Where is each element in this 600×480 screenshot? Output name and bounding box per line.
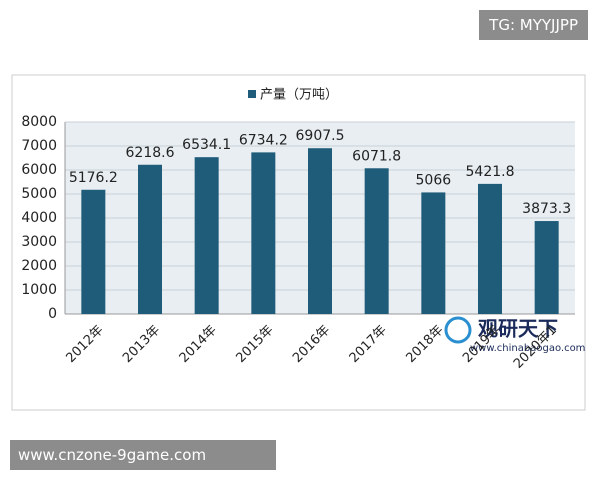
bar xyxy=(364,168,389,314)
data-label: 6907.5 xyxy=(296,128,345,144)
y-tick-label: 0 xyxy=(48,306,57,322)
logo-name: 观研天下 xyxy=(478,317,558,341)
legend-label: 产量（万吨） xyxy=(260,88,338,103)
bar xyxy=(478,183,502,314)
data-label: 6218.6 xyxy=(126,145,175,161)
logo-icon xyxy=(444,316,472,344)
y-tick-label: 7000 xyxy=(21,138,57,154)
legend-swatch xyxy=(248,90,256,98)
y-tick-label: 2000 xyxy=(21,258,57,274)
url-badge: www.cnzone-9game.com xyxy=(10,440,276,470)
data-label: 6071.8 xyxy=(352,148,401,164)
bar xyxy=(421,192,446,314)
y-tick-label: 4000 xyxy=(21,210,57,226)
data-label: 6534.1 xyxy=(182,137,231,153)
y-tick-label: 1000 xyxy=(21,282,57,298)
bar xyxy=(138,164,162,314)
y-tick-label: 3000 xyxy=(21,234,57,250)
data-label: 5176.2 xyxy=(69,170,118,186)
tag-badge: TG: MYYJJPP xyxy=(479,10,588,40)
data-label: 3873.3 xyxy=(522,201,571,217)
logo-url: www.chinabaogao.com xyxy=(470,343,585,354)
bar xyxy=(251,152,276,314)
y-tick-label: 6000 xyxy=(21,162,57,178)
data-label: 5066 xyxy=(416,172,452,188)
data-label: 5421.8 xyxy=(466,164,515,180)
y-tick-label: 5000 xyxy=(21,186,57,202)
bar xyxy=(81,189,106,314)
bar xyxy=(194,157,219,314)
bar xyxy=(308,148,332,314)
data-label: 6734.2 xyxy=(239,132,288,148)
y-tick-label: 8000 xyxy=(21,114,57,130)
bar xyxy=(534,221,559,314)
